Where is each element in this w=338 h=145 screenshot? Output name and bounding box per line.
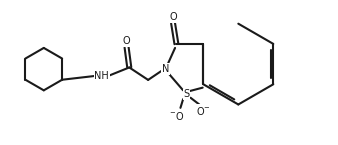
Text: O: O: [123, 36, 130, 46]
Text: $^{-}$O: $^{-}$O: [169, 110, 185, 122]
Text: S: S: [184, 89, 190, 99]
Text: O: O: [169, 12, 177, 22]
Text: NH: NH: [94, 71, 109, 81]
Text: O$^{-}$: O$^{-}$: [196, 105, 211, 117]
Text: N: N: [162, 64, 169, 74]
